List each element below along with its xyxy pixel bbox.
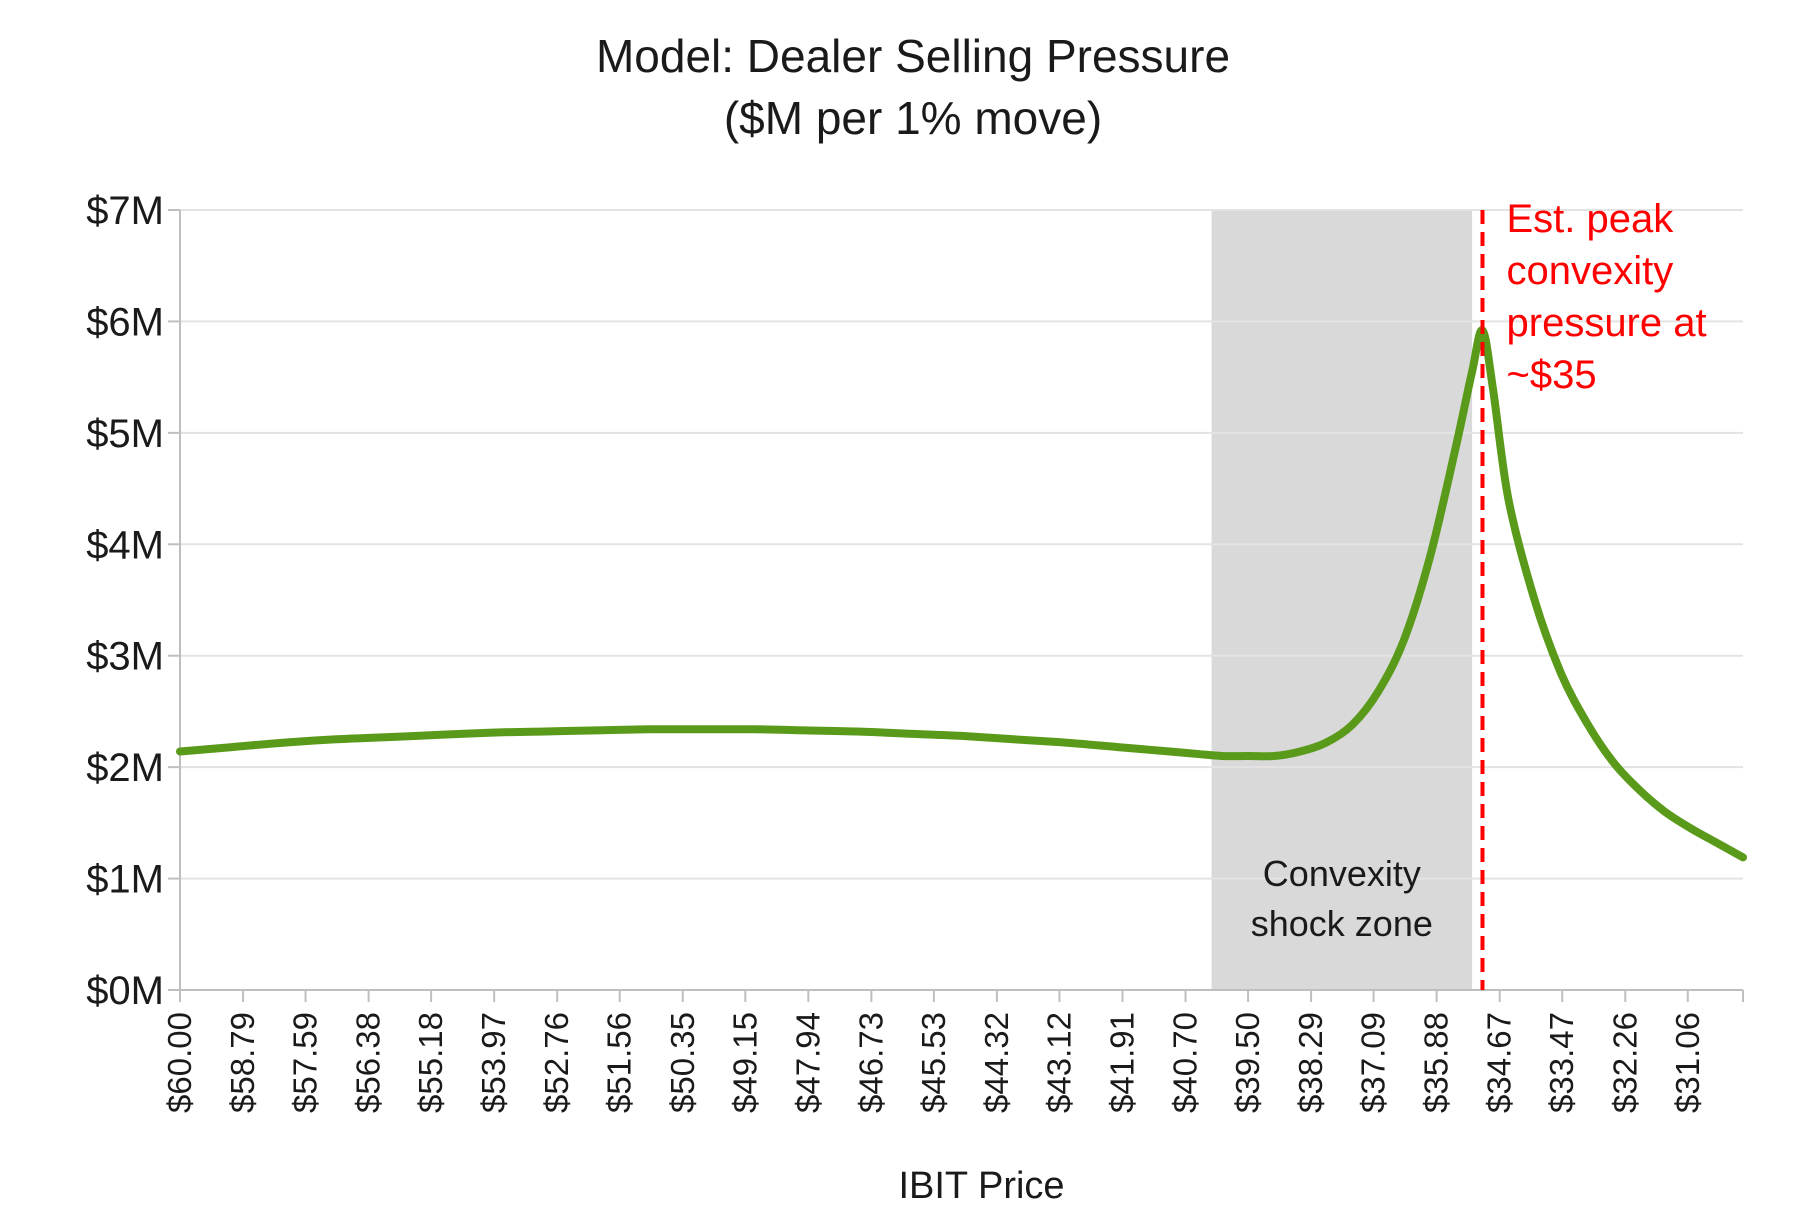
x-tick-label-20: $35.88 — [1418, 1012, 1455, 1113]
y-tick-label-3: $3M — [86, 635, 164, 679]
x-tick-label-4: $55.18 — [412, 1012, 449, 1113]
x-tick-label-7: $51.56 — [601, 1012, 638, 1113]
y-tick-label-7: $7M — [86, 189, 164, 233]
peak-annotation-line-1: Est. peak — [1507, 197, 1675, 241]
x-tick-label-23: $32.26 — [1606, 1012, 1643, 1113]
peak-annotation-line-4: ~$35 — [1507, 353, 1597, 397]
text-layer: Model: Dealer Selling Pressure ($M per 1%… — [86, 30, 1706, 1207]
x-tick-label-15: $41.91 — [1103, 1012, 1140, 1113]
x-tick-label-17: $39.50 — [1229, 1012, 1266, 1113]
y-tick-label-5: $5M — [86, 412, 164, 456]
shaded-zone-layer — [1211, 210, 1473, 990]
y-tick-label-0: $0M — [86, 969, 164, 1013]
x-tick-label-21: $34.67 — [1481, 1012, 1518, 1113]
y-tick-label-1: $1M — [86, 858, 164, 902]
x-tick-label-1: $58.79 — [224, 1012, 261, 1113]
x-tick-label-2: $57.59 — [287, 1012, 324, 1113]
x-tick-label-11: $46.73 — [852, 1012, 889, 1113]
y-tick-label-6: $6M — [86, 300, 164, 344]
chart-title-line-2: ($M per 1% move) — [724, 92, 1102, 144]
x-tick-label-22: $33.47 — [1543, 1012, 1580, 1113]
x-tick-label-8: $50.35 — [664, 1012, 701, 1113]
x-tick-label-16: $40.70 — [1167, 1012, 1204, 1113]
x-tick-label-0: $60.00 — [161, 1012, 198, 1113]
x-tick-label-13: $44.32 — [978, 1012, 1015, 1113]
x-tick-label-6: $52.76 — [538, 1012, 575, 1113]
zone-label-line-2: shock zone — [1251, 903, 1433, 944]
x-axis-title: IBIT Price — [898, 1165, 1064, 1207]
peak-annotation-line-2: convexity — [1507, 249, 1674, 293]
x-tick-label-14: $43.12 — [1040, 1012, 1077, 1113]
peak-annotation-line-3: pressure at — [1507, 301, 1707, 345]
x-tick-label-3: $56.38 — [350, 1012, 387, 1113]
y-tick-label-4: $4M — [86, 523, 164, 567]
x-tick-label-12: $45.53 — [915, 1012, 952, 1113]
zone-label-line-1: Convexity — [1263, 853, 1421, 894]
x-tick-label-9: $49.15 — [726, 1012, 763, 1113]
x-tick-label-5: $53.97 — [475, 1012, 512, 1113]
x-tick-label-24: $31.06 — [1669, 1012, 1706, 1113]
x-tick-label-19: $37.09 — [1355, 1012, 1392, 1113]
series-line-0 — [176, 326, 1747, 862]
x-tick-label-18: $38.29 — [1292, 1012, 1329, 1113]
y-tick-label-2: $2M — [86, 746, 164, 790]
convexity-shock-zone — [1211, 210, 1473, 990]
x-tick-label-10: $47.94 — [789, 1012, 826, 1113]
series-layer — [176, 326, 1747, 862]
chart-title-line-1: Model: Dealer Selling Pressure — [596, 30, 1230, 82]
